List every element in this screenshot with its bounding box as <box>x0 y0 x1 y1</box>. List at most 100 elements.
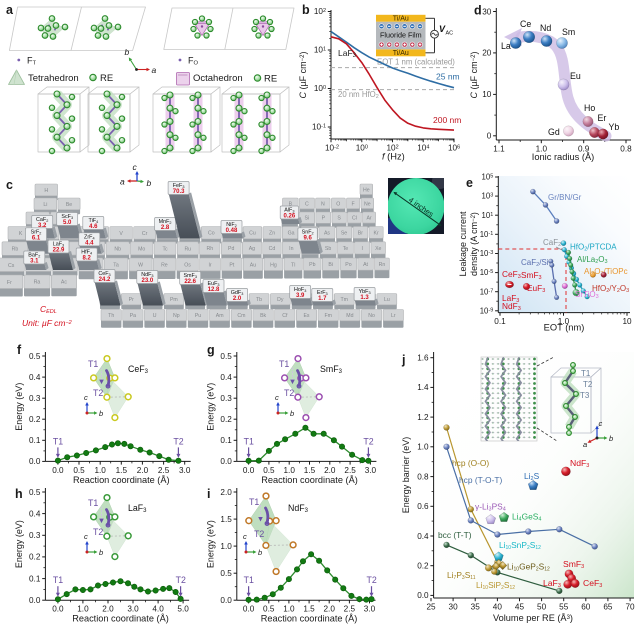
svg-text:Unit: µF cm−2: Unit: µF cm−2 <box>22 318 72 328</box>
svg-text:1.7: 1.7 <box>318 296 327 302</box>
svg-text:Bi: Bi <box>328 262 333 268</box>
svg-text:c: c <box>599 419 603 428</box>
svg-text:b: b <box>147 178 152 188</box>
svg-text:Pa: Pa <box>130 313 136 319</box>
svg-text:4.4: 4.4 <box>85 241 94 247</box>
svg-text:Reaction coordinate (Å): Reaction coordinate (Å) <box>72 614 169 624</box>
svg-text:1.0: 1.0 <box>77 605 89 614</box>
svg-text:Ag: Ag <box>249 246 255 252</box>
svg-text:Cs: Cs <box>8 263 15 269</box>
svg-text:1.5: 1.5 <box>116 466 128 475</box>
svg-text:0.1: 0.1 <box>220 436 232 445</box>
svg-text:Rb: Rb <box>12 247 19 253</box>
svg-text:5.0: 5.0 <box>63 220 72 226</box>
svg-text:BaF2: BaF2 <box>28 253 40 259</box>
svg-text:CaF2/Si: CaF2/Si <box>521 258 549 268</box>
svg-text:S: S <box>337 216 341 222</box>
svg-text:Rh: Rh <box>206 246 213 252</box>
svg-text:65: 65 <box>603 603 613 612</box>
svg-text:1.2: 1.2 <box>417 413 429 422</box>
svg-text:Cu: Cu <box>249 231 256 237</box>
svg-text:0.4: 0.4 <box>220 373 232 382</box>
svg-text:Sm: Sm <box>562 27 575 37</box>
svg-text:1.5: 1.5 <box>304 466 316 475</box>
svg-text:Energy (eV): Energy (eV) <box>205 520 215 568</box>
svg-text:Ru: Ru <box>184 246 191 252</box>
svg-text:Co: Co <box>208 231 215 237</box>
svg-text:Reaction coordinate (Å): Reaction coordinate (Å) <box>73 475 170 485</box>
svg-text:La: La <box>501 41 511 51</box>
svg-text:b: b <box>609 434 613 443</box>
svg-text:HoF3: HoF3 <box>294 287 306 293</box>
svg-text:CaF2: CaF2 <box>36 217 48 223</box>
svg-text:Cf: Cf <box>282 313 288 319</box>
svg-text:0.0: 0.0 <box>29 596 41 605</box>
svg-text:Lu: Lu <box>384 297 390 303</box>
svg-text:1.0: 1.0 <box>284 466 296 475</box>
svg-text:Se: Se <box>341 230 347 236</box>
svg-text:SmF3: SmF3 <box>521 270 542 281</box>
svg-text:Octahedron: Octahedron <box>193 73 243 84</box>
svg-text:T1: T1 <box>279 359 289 369</box>
svg-text:12.8: 12.8 <box>208 287 220 293</box>
svg-text:22.9: 22.9 <box>53 248 65 254</box>
svg-text:V: V <box>119 231 123 237</box>
svg-text:0.6: 0.6 <box>417 502 429 511</box>
svg-text:1.5: 1.5 <box>303 605 315 614</box>
svg-text:70: 70 <box>625 603 635 612</box>
svg-text:23.0: 23.0 <box>142 278 154 284</box>
svg-text:TiF4: TiF4 <box>88 218 98 224</box>
svg-text:LaF3: LaF3 <box>53 242 64 248</box>
svg-text:T2: T2 <box>583 380 593 389</box>
svg-text:Reaction coordinate (Å): Reaction coordinate (Å) <box>261 614 358 624</box>
svg-text:4.0: 4.0 <box>152 605 164 614</box>
svg-text:GdF3: GdF3 <box>231 290 244 296</box>
svg-text:b: b <box>302 3 310 17</box>
svg-text:6.1: 6.1 <box>32 236 41 242</box>
svg-text:2.8: 2.8 <box>161 225 170 231</box>
svg-text:0.4: 0.4 <box>29 373 41 382</box>
svg-text:25 nm: 25 nm <box>436 72 460 82</box>
svg-text:3.0: 3.0 <box>365 466 377 475</box>
svg-text:T2: T2 <box>254 529 264 539</box>
svg-text:NiF2: NiF2 <box>226 222 237 228</box>
svg-text:60: 60 <box>581 603 591 612</box>
svg-text:0.1: 0.1 <box>494 317 506 326</box>
svg-text:bcc (T-T): bcc (T-T) <box>438 530 472 540</box>
svg-text:Cl: Cl <box>352 216 357 222</box>
svg-text:Kr: Kr <box>374 230 379 236</box>
svg-text:2.0: 2.0 <box>102 605 114 614</box>
svg-text:i: i <box>207 487 210 501</box>
svg-text:T2: T2 <box>93 388 103 398</box>
svg-text:No: No <box>368 313 375 319</box>
svg-text:0.0: 0.0 <box>220 457 232 466</box>
svg-text:T1: T1 <box>53 575 63 585</box>
svg-text:Rn: Rn <box>379 262 386 268</box>
svg-text:25: 25 <box>426 603 436 612</box>
svg-text:Eu: Eu <box>570 71 581 81</box>
svg-text:0.3: 0.3 <box>220 394 232 403</box>
svg-text:1.0: 1.0 <box>220 542 232 551</box>
svg-text:3.0: 3.0 <box>127 605 139 614</box>
svg-text:0.5: 0.5 <box>263 605 275 614</box>
svg-text:10: 10 <box>482 90 492 99</box>
svg-text:0.5: 0.5 <box>220 569 232 578</box>
svg-text:ScF3: ScF3 <box>61 214 73 220</box>
svg-text:Zn: Zn <box>269 231 275 237</box>
svg-text:0.0: 0.0 <box>52 605 64 614</box>
svg-text:CeF3: CeF3 <box>98 271 110 277</box>
svg-text:Li10GeP2S12: Li10GeP2S12 <box>507 562 550 573</box>
svg-text:T2: T2 <box>284 388 294 398</box>
svg-text:2.0: 2.0 <box>220 488 232 497</box>
svg-text:a: a <box>6 3 14 17</box>
svg-text:0.5: 0.5 <box>73 466 85 475</box>
svg-text:c: c <box>84 532 88 541</box>
svg-text:Reaction coordinate (Å): Reaction coordinate (Å) <box>261 475 358 485</box>
svg-text:55: 55 <box>559 603 569 612</box>
svg-text:Ar: Ar <box>366 216 371 222</box>
svg-text:Be: Be <box>66 202 72 208</box>
svg-text:T2: T2 <box>93 527 103 537</box>
svg-text:Fr: Fr <box>7 280 12 286</box>
svg-text:F: F <box>352 201 355 207</box>
svg-text:3.0: 3.0 <box>179 466 191 475</box>
